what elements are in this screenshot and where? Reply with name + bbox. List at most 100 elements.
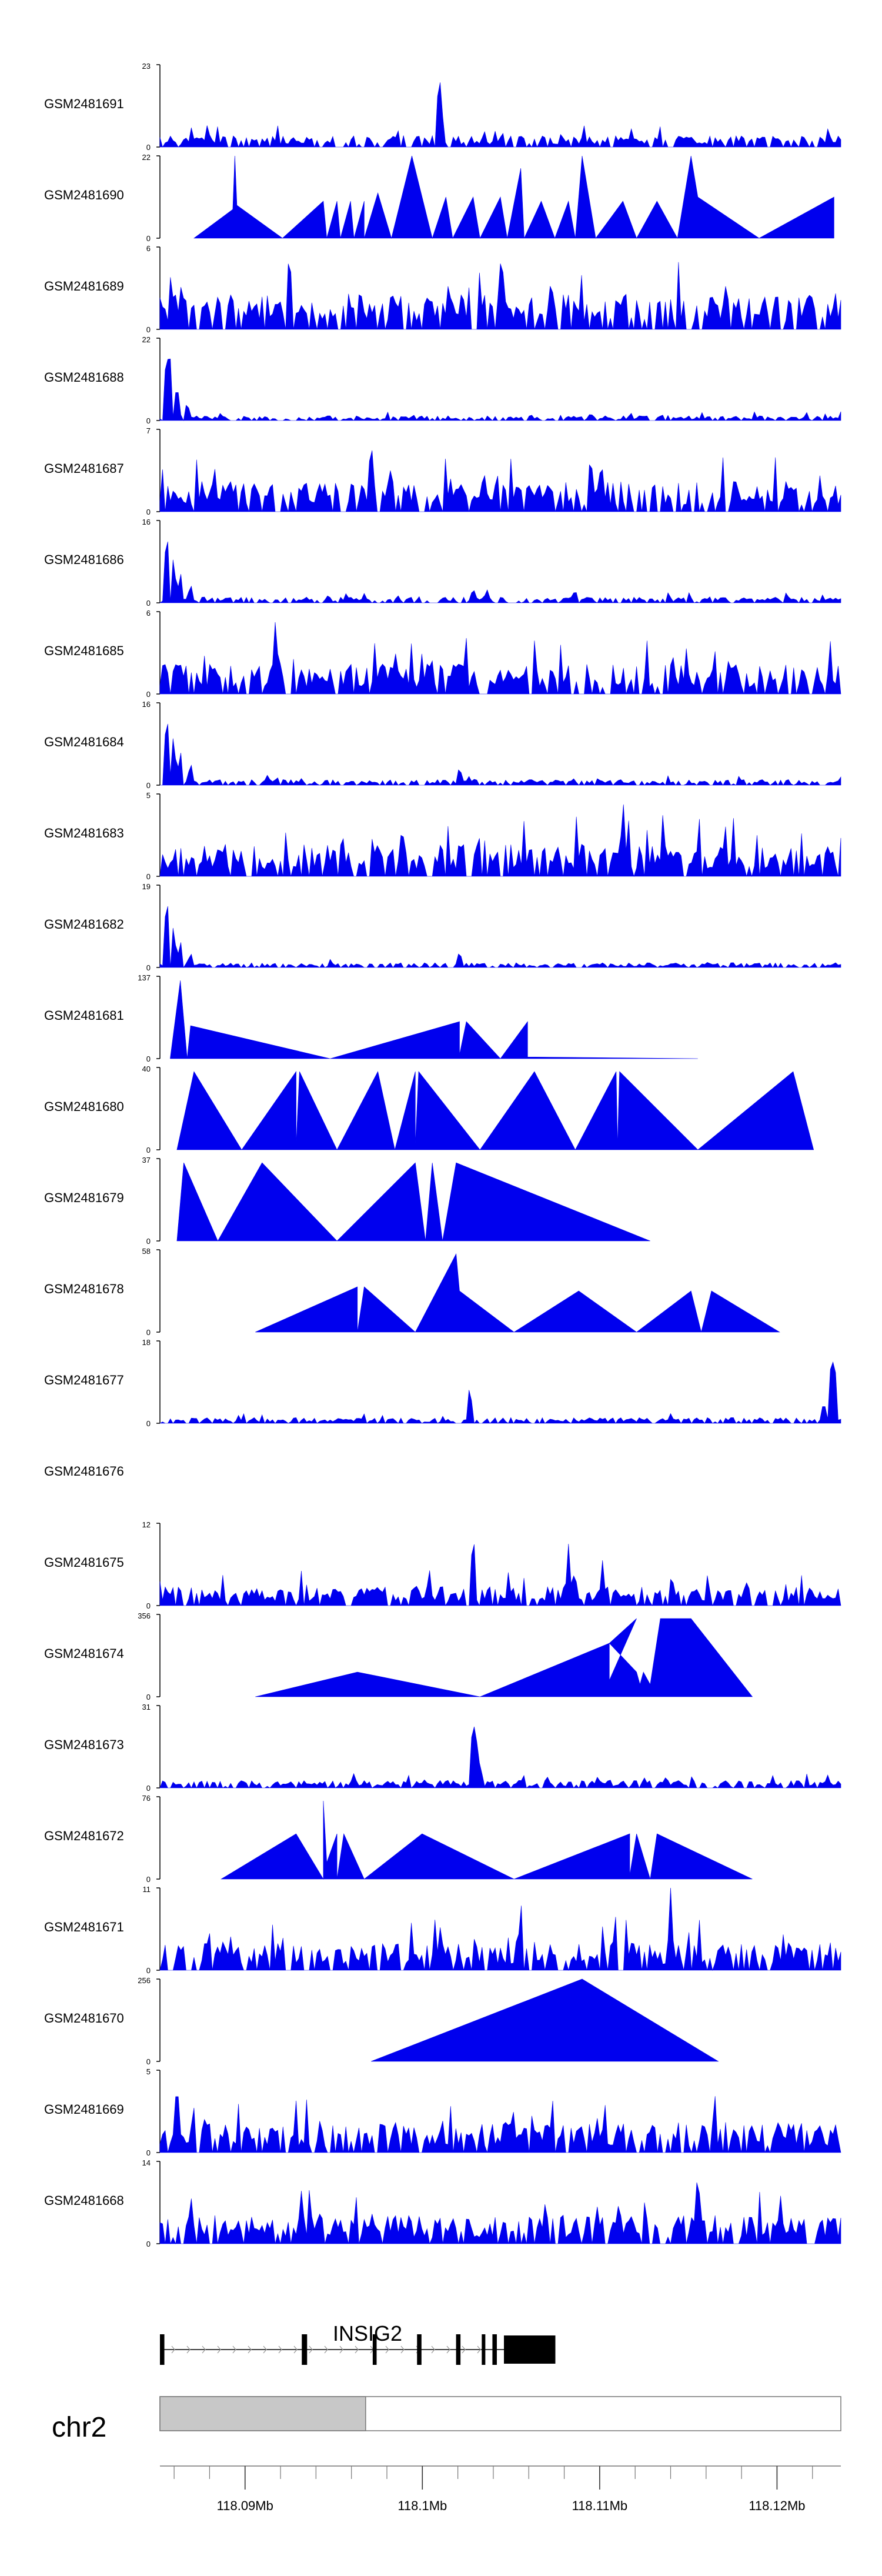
gene-exon xyxy=(492,2334,497,2365)
track-signal-area xyxy=(255,1618,753,1697)
track-ymax-label: 40 xyxy=(142,1065,151,1073)
track-signal-area xyxy=(159,2096,841,2154)
track-ymax-label: 58 xyxy=(142,1247,151,1256)
track-signal-area xyxy=(159,906,841,968)
track-label: GSM2481687 xyxy=(44,461,124,476)
gene-strand-arrow xyxy=(355,2345,359,2354)
track: GSM2481671 11 0 xyxy=(44,1885,841,1975)
track-signal-area xyxy=(159,1887,841,1971)
track: GSM2481677 18 0 xyxy=(44,1338,841,1428)
track-ymin-label: 0 xyxy=(146,508,151,516)
x-tick-label: 118.11Mb xyxy=(572,2498,628,2513)
gene-strand-arrow xyxy=(339,2345,343,2354)
track-ymax-label: 76 xyxy=(142,1794,151,1803)
gene-strand-arrow xyxy=(217,2345,221,2354)
gene-label: INSIG2 xyxy=(333,2321,402,2345)
track-ymax-label: 7 xyxy=(146,426,151,435)
track-ymax-label: 22 xyxy=(142,153,151,162)
track: GSM2481676 xyxy=(44,1464,124,1479)
track-ymin-label: 0 xyxy=(146,1055,151,1063)
track-ymax-label: 256 xyxy=(138,1976,151,1985)
track: GSM2481691 23 0 xyxy=(44,62,841,152)
track: GSM2481687 7 0 xyxy=(44,426,841,516)
x-tick-label: 118.09Mb xyxy=(217,2498,273,2513)
track-label: GSM2481669 xyxy=(44,2102,124,2117)
gene-strand-arrow xyxy=(477,2345,481,2354)
track-label: GSM2481672 xyxy=(44,1828,124,1843)
track-ymax-label: 14 xyxy=(142,2158,151,2167)
track-signal-area xyxy=(159,1726,841,1788)
gene-strand-arrow xyxy=(324,2345,328,2354)
track-ymax-label: 12 xyxy=(142,1520,151,1529)
track: GSM2481673 31 0 xyxy=(44,1703,841,1793)
track-signal-area xyxy=(159,804,841,877)
gene-strand-arrow xyxy=(186,2345,191,2354)
track: GSM2481679 37 0 xyxy=(44,1156,650,1246)
track: GSM2481688 22 0 xyxy=(44,335,841,425)
track-ymin-label: 0 xyxy=(146,416,151,425)
track-ymin-label: 0 xyxy=(146,1146,151,1154)
track-label: GSM2481675 xyxy=(44,1555,124,1570)
gene-strand-arrow xyxy=(232,2345,236,2354)
track-ymax-label: 6 xyxy=(146,609,151,618)
gene-strand-arrow xyxy=(446,2345,450,2354)
track-ymin-label: 0 xyxy=(146,1601,151,1610)
x-tick-label: 118.12Mb xyxy=(749,2498,805,2513)
track-ymin-label: 0 xyxy=(146,1966,151,1975)
track: GSM2481669 5 0 xyxy=(44,2067,841,2157)
track-ymax-label: 37 xyxy=(142,1156,151,1164)
gene-strand-arrow xyxy=(202,2345,206,2354)
track-label: GSM2481668 xyxy=(44,2193,124,2208)
track-ymin-label: 0 xyxy=(146,599,151,608)
track-label: GSM2481671 xyxy=(44,1920,124,1934)
track: GSM2481684 16 0 xyxy=(44,700,841,790)
track-signal-area xyxy=(159,1361,841,1424)
track: GSM2481682 19 0 xyxy=(44,882,841,972)
ideogram-shaded-region xyxy=(159,2396,366,2431)
track-signal-area xyxy=(176,1071,814,1150)
track: GSM2481668 14 0 xyxy=(44,2158,841,2248)
gene-exon xyxy=(456,2334,461,2365)
track-label: GSM2481688 xyxy=(44,370,124,385)
track-ymax-label: 16 xyxy=(142,700,151,709)
gene-strand-arrow xyxy=(263,2345,267,2354)
track-label: GSM2481685 xyxy=(44,643,124,658)
track-label: GSM2481683 xyxy=(44,826,124,840)
gene-strand-arrow xyxy=(309,2345,313,2354)
track-signal-area xyxy=(176,1162,650,1242)
track-ymin-label: 0 xyxy=(146,143,151,152)
gene-exon xyxy=(504,2335,556,2364)
track-label: GSM2481670 xyxy=(44,2011,124,2026)
track: GSM2481670 256 0 xyxy=(44,1976,719,2066)
track-label: GSM2481691 xyxy=(44,96,124,111)
track-ymax-label: 137 xyxy=(138,973,151,982)
track-signal-area xyxy=(159,82,841,148)
track: GSM2481672 76 0 xyxy=(44,1794,753,1884)
track-signal-area xyxy=(159,358,841,422)
track: GSM2481686 16 0 xyxy=(44,518,841,608)
track-label: GSM2481678 xyxy=(44,1282,124,1296)
track-ymax-label: 5 xyxy=(146,2067,151,2076)
track-signal-area xyxy=(159,622,841,695)
gene-strand-arrow xyxy=(278,2345,282,2354)
track: GSM2481685 6 0 xyxy=(44,609,841,699)
gene-exon xyxy=(302,2334,308,2365)
track-ymin-label: 0 xyxy=(146,1419,151,1428)
track-label: GSM2481679 xyxy=(44,1190,124,1205)
track-ymin-label: 0 xyxy=(146,1784,151,1793)
gene-strand-arrow xyxy=(293,2345,298,2354)
track-ymin-label: 0 xyxy=(146,2240,151,2248)
gene-model: INSIG2 xyxy=(160,2321,556,2365)
gene-strand-arrow xyxy=(431,2345,435,2354)
track: GSM2481675 12 0 xyxy=(44,1520,841,1610)
track-ymin-label: 0 xyxy=(146,963,151,972)
track-ymin-label: 0 xyxy=(146,690,151,699)
chromosome-label: chr2 xyxy=(52,2412,106,2443)
track-label: GSM2481689 xyxy=(44,279,124,293)
track: GSM2481674 356 0 xyxy=(44,1611,753,1701)
track-ymin-label: 0 xyxy=(146,781,151,790)
track-ymin-label: 0 xyxy=(146,872,151,881)
track-ymax-label: 356 xyxy=(138,1611,151,1620)
track-ymin-label: 0 xyxy=(146,2148,151,2157)
